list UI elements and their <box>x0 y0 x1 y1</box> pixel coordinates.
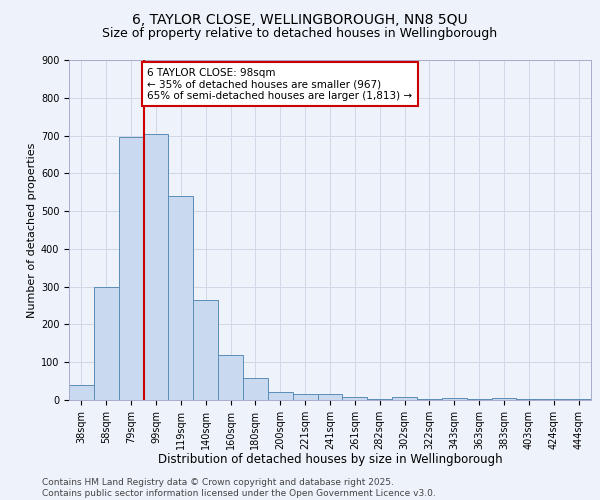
Bar <box>392 398 417 400</box>
Bar <box>293 394 317 400</box>
Text: Size of property relative to detached houses in Wellingborough: Size of property relative to detached ho… <box>103 28 497 40</box>
Bar <box>268 392 293 400</box>
Bar <box>442 398 467 400</box>
Bar <box>467 399 491 400</box>
Text: Contains HM Land Registry data © Crown copyright and database right 2025.
Contai: Contains HM Land Registry data © Crown c… <box>42 478 436 498</box>
Bar <box>218 354 243 400</box>
Y-axis label: Number of detached properties: Number of detached properties <box>26 142 37 318</box>
Bar <box>193 300 218 400</box>
Bar <box>119 138 143 400</box>
Bar <box>169 196 193 400</box>
Bar <box>243 378 268 400</box>
Bar <box>541 399 566 400</box>
X-axis label: Distribution of detached houses by size in Wellingborough: Distribution of detached houses by size … <box>158 454 502 466</box>
Bar <box>143 134 169 400</box>
Bar <box>343 398 367 400</box>
Bar <box>566 399 591 400</box>
Bar <box>517 399 541 400</box>
Text: 6, TAYLOR CLOSE, WELLINGBOROUGH, NN8 5QU: 6, TAYLOR CLOSE, WELLINGBOROUGH, NN8 5QU <box>132 12 468 26</box>
Bar <box>417 399 442 400</box>
Text: 6 TAYLOR CLOSE: 98sqm
← 35% of detached houses are smaller (967)
65% of semi-det: 6 TAYLOR CLOSE: 98sqm ← 35% of detached … <box>148 68 412 101</box>
Bar <box>491 398 517 400</box>
Bar <box>94 286 119 400</box>
Bar <box>367 399 392 400</box>
Bar <box>69 385 94 400</box>
Bar <box>317 394 343 400</box>
